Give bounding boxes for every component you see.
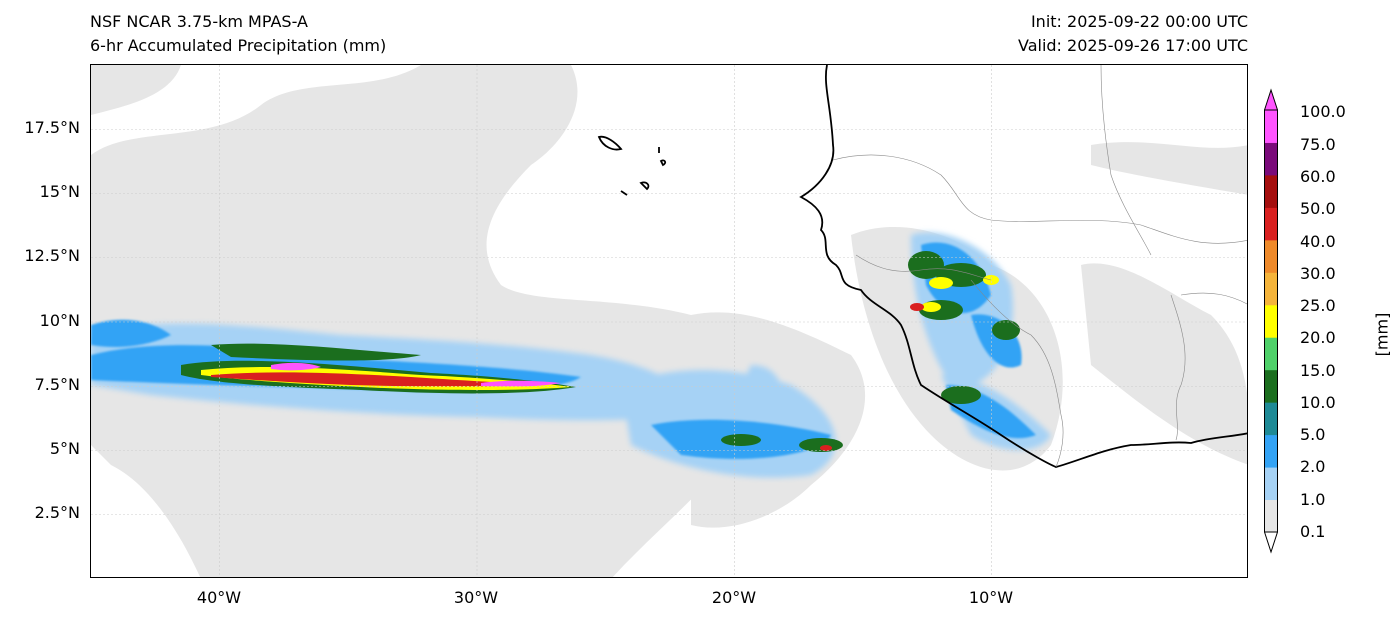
precip-light-coverage <box>91 65 1247 577</box>
cb-label-1: 1.0 <box>1300 490 1326 509</box>
valid-time: Valid: 2025-09-26 17:00 UTC <box>1017 36 1248 55</box>
colorbar <box>1264 88 1278 554</box>
lat-tick-15: 15°N <box>39 182 80 201</box>
colorbar-segment-2 <box>1264 434 1278 468</box>
cb-label-25: 25.0 <box>1300 296 1336 315</box>
colorbar-segment-1 <box>1264 467 1278 501</box>
colorbar-segment-9 <box>1264 207 1278 241</box>
gridlines <box>91 65 1247 577</box>
lat-tick-17-5: 17.5°N <box>24 118 80 137</box>
colorbar-segment-7 <box>1264 272 1278 306</box>
lat-tick-2-5: 2.5°N <box>34 503 80 522</box>
colorbar-segment-5 <box>1264 337 1278 371</box>
cb-label-20: 20.0 <box>1300 328 1336 347</box>
init-time: Init: 2025-09-22 00:00 UTC <box>1030 12 1248 31</box>
colorbar-segment-12 <box>1264 110 1278 143</box>
map-panel <box>90 64 1248 578</box>
lat-tick-12-5: 12.5°N <box>24 246 80 265</box>
lat-tick-10: 10°N <box>39 311 80 330</box>
model-title: NSF NCAR 3.75-km MPAS-A <box>90 12 308 31</box>
precip-40mm <box>211 303 924 451</box>
lat-tick-5: 5°N <box>49 439 80 458</box>
field-title: 6-hr Accumulated Precipitation (mm) <box>90 36 387 55</box>
cb-label-10: 10.0 <box>1300 393 1336 412</box>
colorbar-segment-10 <box>1264 174 1278 208</box>
colorbar-segments <box>1264 88 1278 554</box>
lon-tick-20w: 20°W <box>711 588 757 607</box>
cb-label-2: 2.0 <box>1300 457 1326 476</box>
colorbar-segment-4 <box>1264 369 1278 403</box>
coastline <box>597 65 1247 468</box>
precip-75mm <box>271 362 561 387</box>
colorbar-segment-11 <box>1264 142 1278 176</box>
cb-label-100: 100.0 <box>1300 102 1346 121</box>
cb-label-40: 40.0 <box>1300 232 1336 251</box>
country-borders <box>832 65 1247 468</box>
colorbar-segment-8 <box>1264 239 1278 273</box>
cb-label-0-1: 0.1 <box>1300 522 1326 541</box>
lat-tick-7-5: 7.5°N <box>34 375 80 394</box>
colorbar-unit: [mm] <box>1372 312 1392 357</box>
colorbar-segment-6 <box>1264 304 1278 338</box>
precip-map <box>91 65 1247 577</box>
colorbar-outline <box>1264 109 1278 533</box>
lon-tick-10w: 10°W <box>968 588 1014 607</box>
colorbar-extend-bottom <box>1264 531 1278 554</box>
cb-label-15: 15.0 <box>1300 361 1336 380</box>
lon-tick-40w: 40°W <box>196 588 242 607</box>
cb-label-5: 5.0 <box>1300 425 1326 444</box>
cb-label-50: 50.0 <box>1300 199 1336 218</box>
lon-tick-30w: 30°W <box>453 588 499 607</box>
colorbar-extend-top <box>1264 88 1278 111</box>
cb-label-30: 30.0 <box>1300 264 1336 283</box>
cb-label-75: 75.0 <box>1300 135 1336 154</box>
colorbar-segment-3 <box>1264 402 1278 436</box>
cb-label-60: 60.0 <box>1300 167 1336 186</box>
colorbar-segment-0 <box>1264 499 1278 533</box>
